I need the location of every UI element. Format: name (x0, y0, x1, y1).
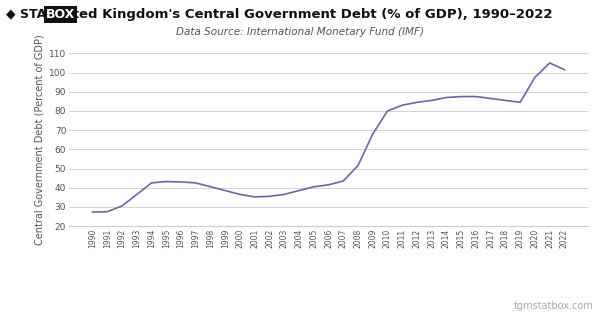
Legend: United Kingdom: United Kingdom (272, 311, 385, 314)
Text: tgmstatbox.com: tgmstatbox.com (514, 301, 594, 311)
Text: ◆ STAT: ◆ STAT (6, 8, 54, 21)
Y-axis label: Central Government Debt (Percent of GDP): Central Government Debt (Percent of GDP) (35, 34, 45, 245)
Text: BOX: BOX (46, 8, 75, 21)
Text: Data Source: International Monetary Fund (IMF): Data Source: International Monetary Fund… (176, 27, 424, 37)
Text: United Kingdom's Central Government Debt (% of GDP), 1990–2022: United Kingdom's Central Government Debt… (48, 8, 552, 21)
